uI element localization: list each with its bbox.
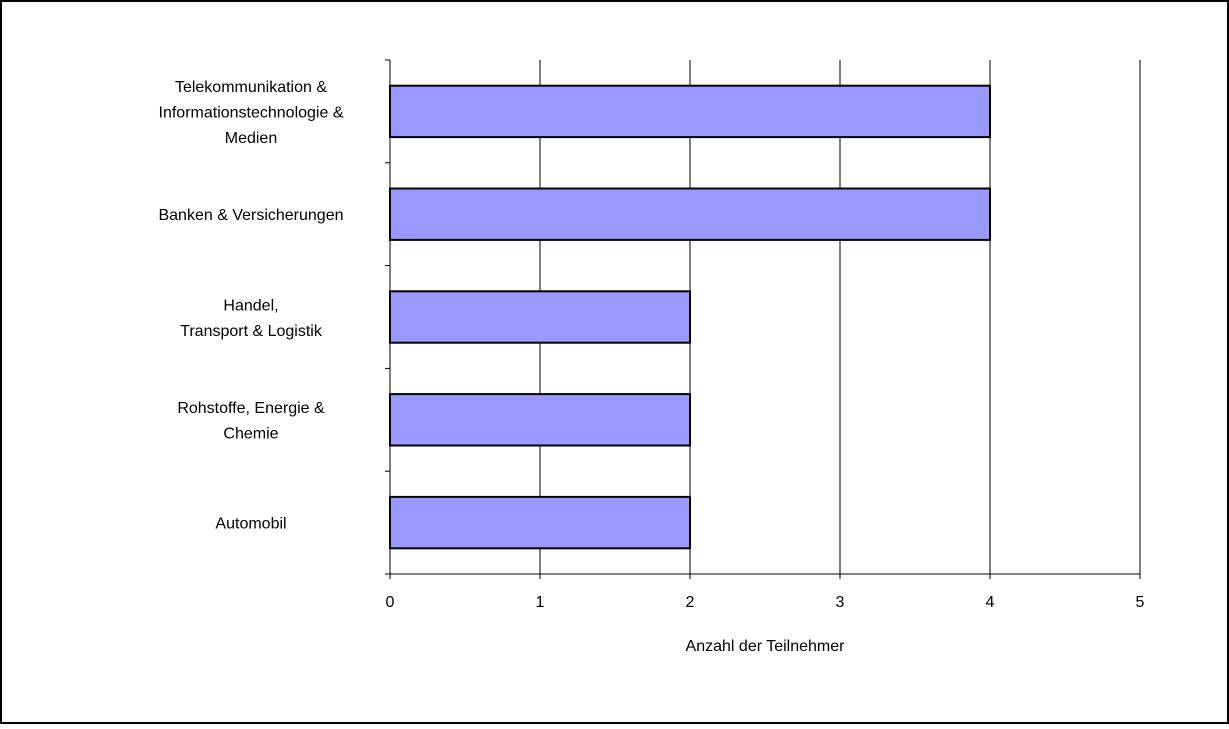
bar: [389, 495, 691, 550]
axes: [385, 59, 1141, 579]
x-tick-label: 5: [1136, 594, 1145, 611]
bar: [389, 187, 991, 241]
y-category-label: Rohstoffe, Energie & Chemie: [177, 400, 325, 443]
y-category-label: Telekommunikation & Informationstechnolog…: [159, 79, 344, 147]
x-axis-title: Anzahl der Teilnehmer: [686, 638, 846, 655]
x-tick-label: 0: [386, 594, 395, 611]
x-tick-label: 1: [536, 594, 545, 611]
bar: [389, 84, 991, 139]
bar: [389, 290, 691, 344]
labels: 0 1 2 3 4 5 Telekommunikation & Informationstec…: [158, 79, 1144, 611]
y-category-label: Handel, Transport & Logistik: [180, 297, 323, 340]
x-tick-label: 2: [686, 594, 695, 611]
y-category-label: Banken & Versicherungen: [158, 207, 343, 224]
x-tick-label: 4: [986, 594, 995, 611]
y-category-label: Automobil: [215, 516, 286, 533]
x-tick-label: 3: [836, 594, 845, 611]
bar: [389, 393, 691, 447]
